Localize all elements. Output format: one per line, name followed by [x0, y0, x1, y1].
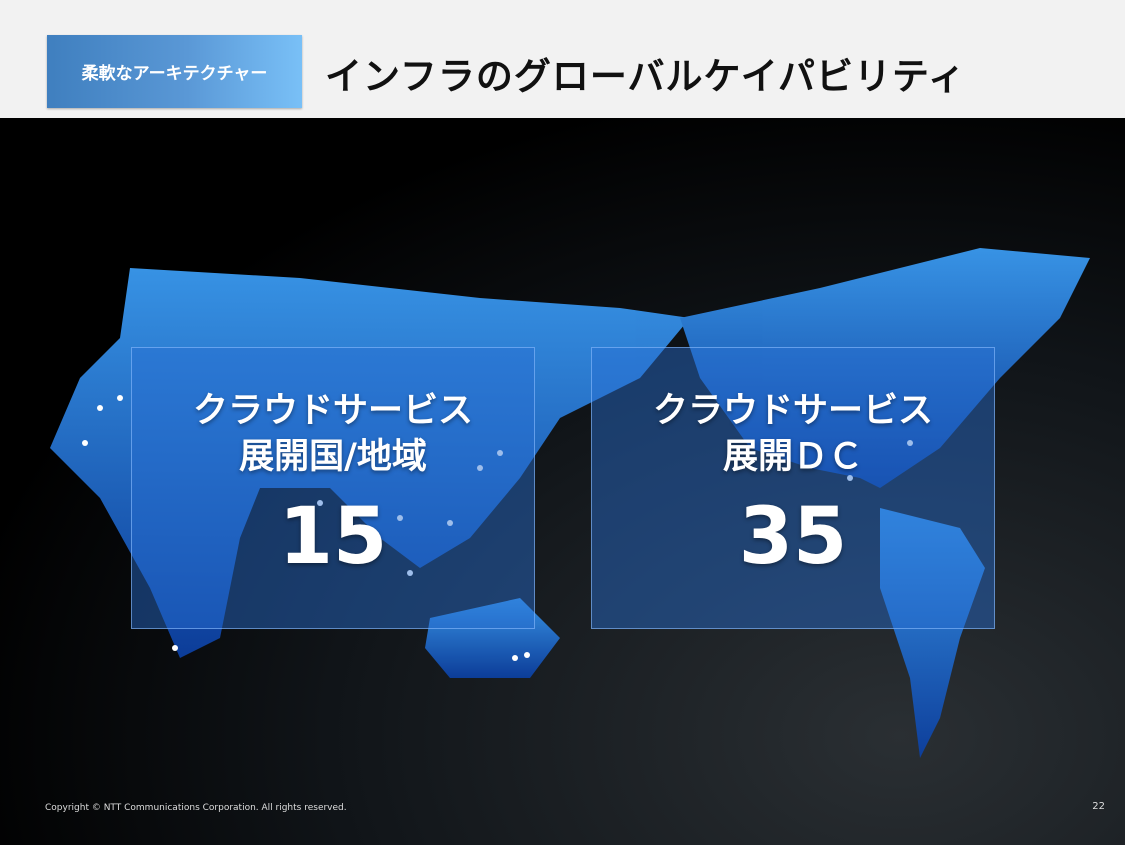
page-number: 22 [1092, 801, 1105, 812]
slide-header: 柔軟なアーキテクチャー インフラのグローバルケイパビリティ [0, 0, 1125, 118]
stat-card-countries: クラウドサービス 展開国/地域 15 [131, 347, 535, 629]
copyright: Copyright © NTT Communications Corporati… [45, 803, 347, 813]
stat-card-datacenters: クラウドサービス 展開ＤＣ 35 [591, 347, 995, 629]
stat-label-line1: クラウドサービス [652, 391, 933, 431]
world-map-background: クラウドサービス 展開国/地域 15 クラウドサービス 展開ＤＣ 35 [0, 118, 1125, 845]
slide-title: インフラのグローバルケイパビリティ [325, 55, 966, 98]
stat-value: 15 [278, 492, 388, 582]
section-tag: 柔軟なアーキテクチャー [47, 35, 302, 108]
stat-label-line1: クラウドサービス [192, 391, 473, 431]
world-map-image [50, 248, 1090, 758]
stat-label-line2: 展開ＤＣ [722, 437, 863, 477]
stat-value: 35 [738, 492, 848, 582]
datacenter-lights [82, 395, 913, 661]
stat-label-line2: 展開国/地域 [239, 437, 427, 477]
